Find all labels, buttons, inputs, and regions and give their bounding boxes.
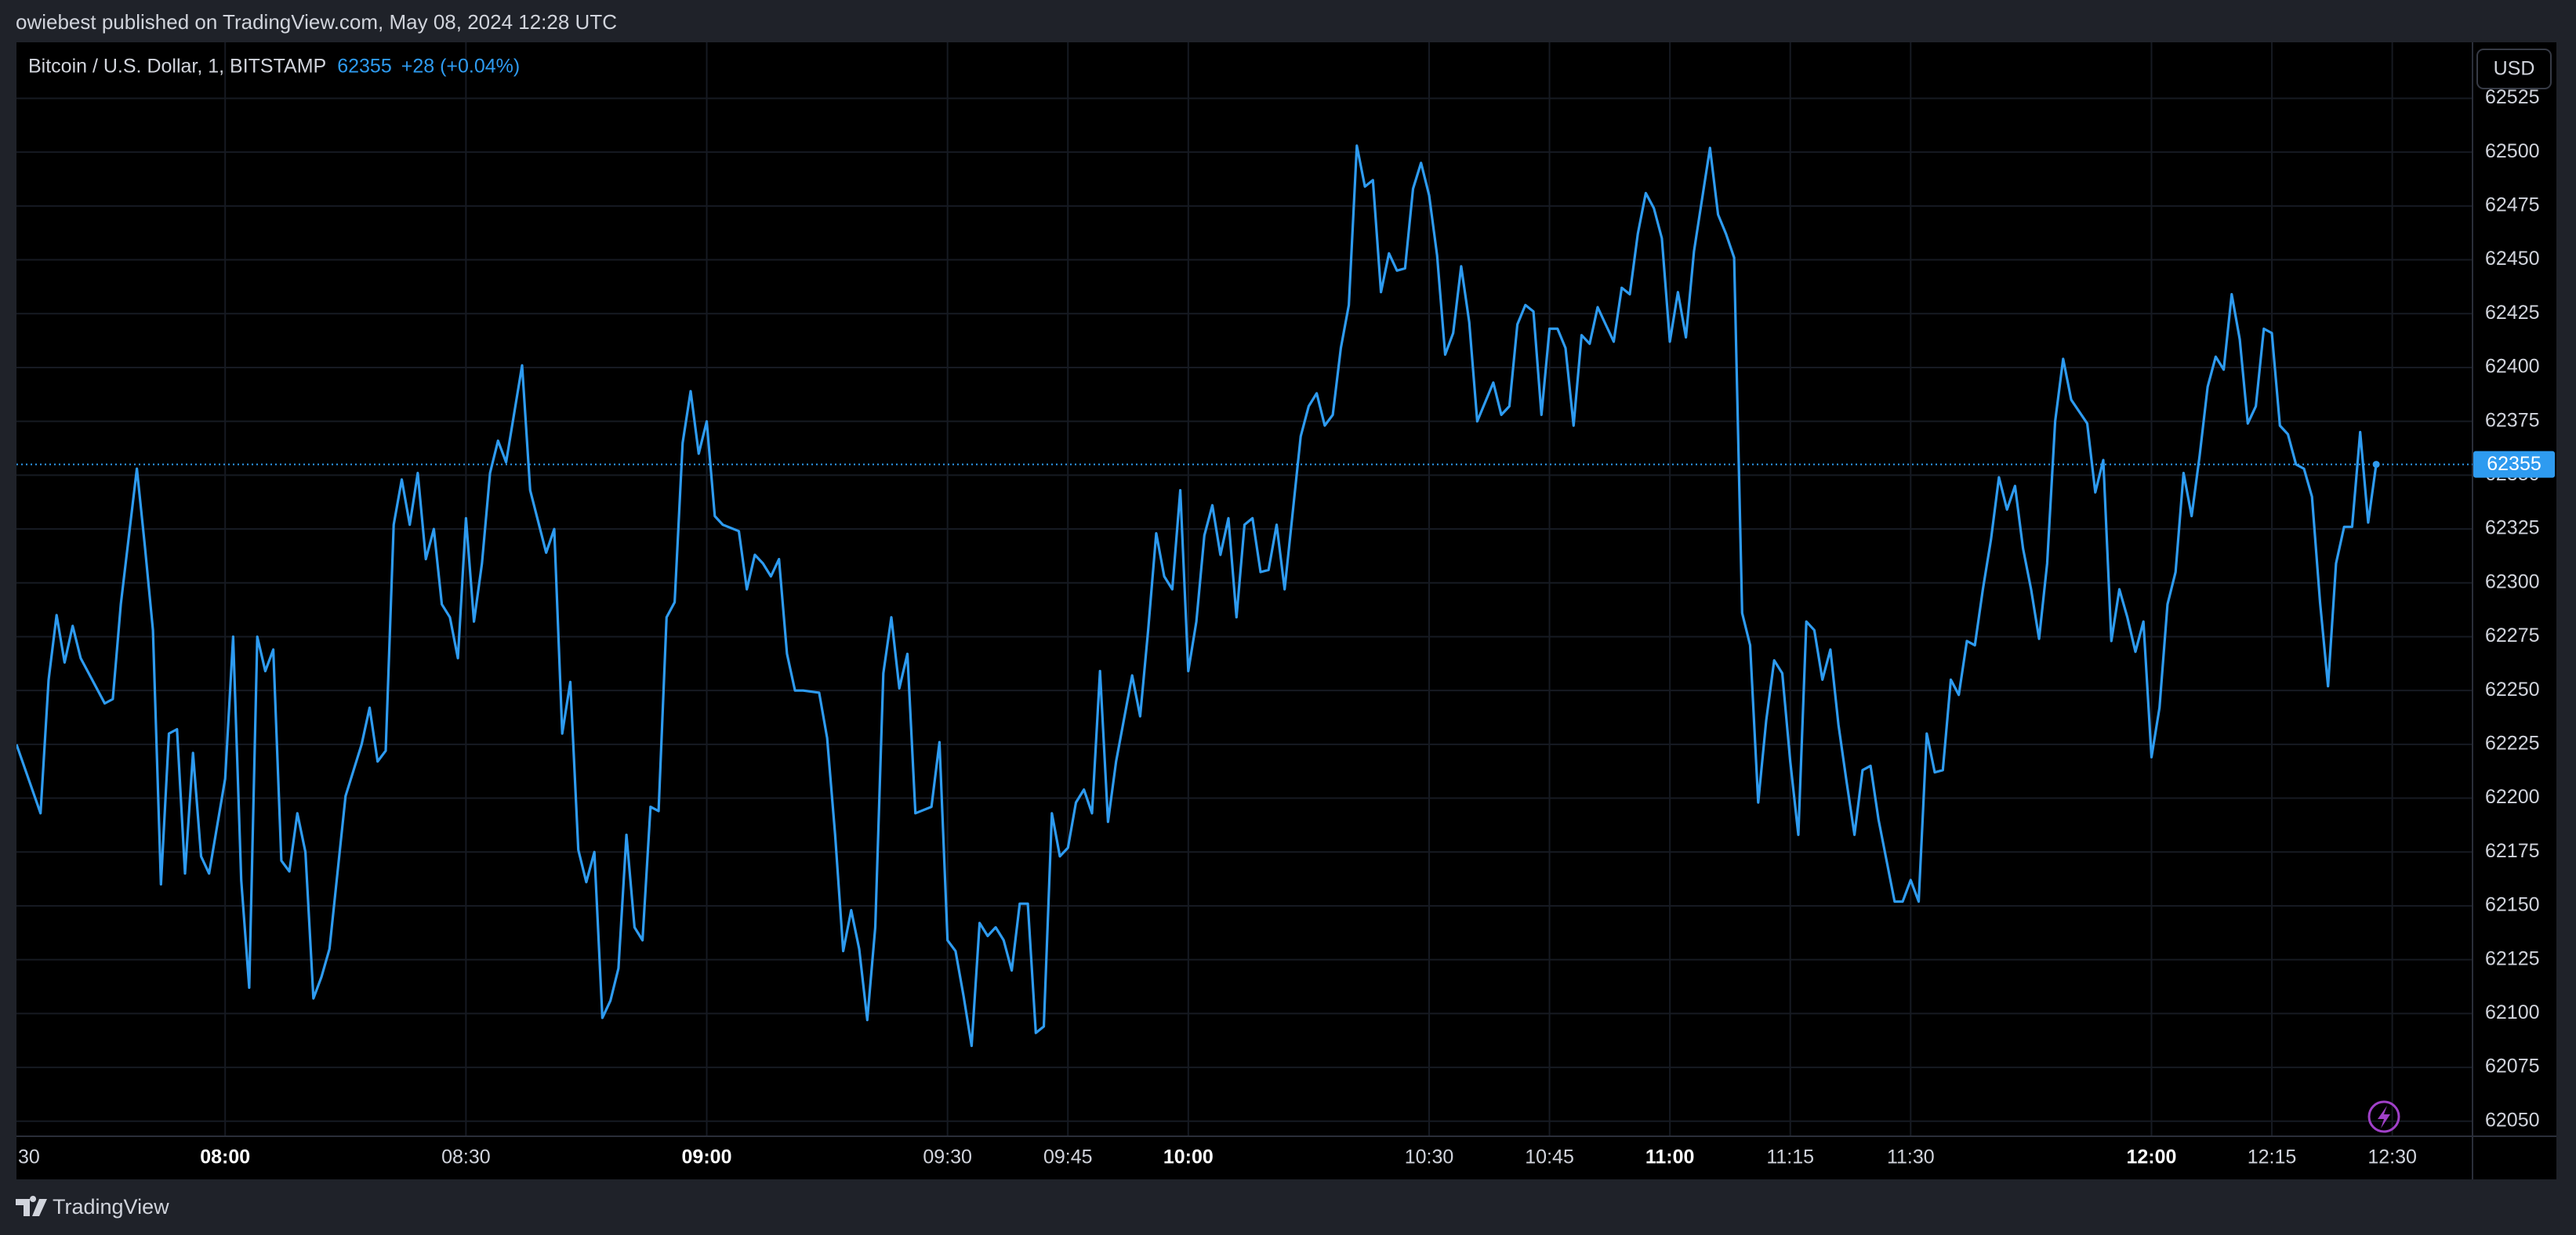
x-tick-label: 10:30 xyxy=(1405,1146,1454,1168)
y-tick-label: 62275 xyxy=(2485,625,2540,646)
last-price-tag xyxy=(2473,451,2555,478)
currency-button[interactable] xyxy=(2476,49,2552,89)
lightning-icon[interactable] xyxy=(2378,1106,2390,1128)
legend-change: +28 (+0.04%) xyxy=(401,56,521,78)
x-tick-label: 11:30 xyxy=(1887,1146,1935,1168)
y-tick-label: 62525 xyxy=(2485,86,2540,108)
x-tick-label: 11:15 xyxy=(1766,1146,1814,1168)
y-tick-label: 62225 xyxy=(2485,732,2540,754)
x-tick-label: 12:30 xyxy=(2367,1146,2417,1168)
brand-name: TradingView xyxy=(53,1195,169,1219)
lightning-button[interactable] xyxy=(2367,1100,2400,1133)
x-tick-label: 12:15 xyxy=(2248,1146,2297,1168)
x-tick-label: 12:00 xyxy=(2126,1146,2176,1168)
grid xyxy=(16,42,2473,1136)
publish-info: owiebest published on TradingView.com, M… xyxy=(16,10,617,34)
x-tick-label: 10:45 xyxy=(1525,1146,1574,1168)
brand-logo: TradingView xyxy=(16,1195,169,1219)
y-tick-label: 62400 xyxy=(2485,356,2540,378)
brand-icon xyxy=(16,1196,47,1216)
x-tick-label: 09:30 xyxy=(923,1146,972,1168)
x-tick-label: 30 xyxy=(18,1146,40,1168)
y-tick-label: 62200 xyxy=(2485,786,2540,808)
y-tick-label: 62300 xyxy=(2485,570,2540,592)
y-tick-label: 62425 xyxy=(2485,302,2540,324)
x-tick-label: 10:00 xyxy=(1163,1146,1214,1168)
y-tick-label: 62450 xyxy=(2485,248,2540,270)
symbol-title: Bitcoin / U.S. Dollar, 1, BITSTAMP xyxy=(28,56,326,78)
x-tick-label: 09:00 xyxy=(682,1146,732,1168)
x-tick-label: 09:45 xyxy=(1043,1146,1093,1168)
y-tick-label: 62100 xyxy=(2485,1001,2540,1023)
y-tick-label: 62375 xyxy=(2485,409,2540,431)
x-tick-label: 08:30 xyxy=(441,1146,491,1168)
x-tick-label: 11:00 xyxy=(1645,1146,1695,1168)
y-tick-label: 62250 xyxy=(2485,679,2540,701)
last-point xyxy=(2372,461,2380,469)
time-axis: 30 08:00 08:30 09:00 09:30 09:45 10:00 10:30 10:… xyxy=(18,1146,2417,1168)
y-tick-label: 62150 xyxy=(2485,894,2540,916)
y-tick-label: 62325 xyxy=(2485,517,2540,539)
chart-panel xyxy=(16,42,2556,1179)
price-axis: 62050 62075 62100 62125 62150 62175 62200 62225… xyxy=(2473,86,2555,1131)
y-tick-label: 62050 xyxy=(2485,1109,2540,1131)
legend-price: 62355 xyxy=(337,56,392,78)
lightning-ring[interactable] xyxy=(2367,1100,2400,1133)
last-price-label: 62355 xyxy=(2487,453,2542,475)
y-tick-label: 62075 xyxy=(2485,1056,2540,1077)
currency-label[interactable]: USD xyxy=(2494,58,2535,80)
y-tick-label: 62125 xyxy=(2485,947,2540,969)
x-tick-label: 08:00 xyxy=(200,1146,250,1168)
y-tick-label: 62175 xyxy=(2485,840,2540,862)
y-tick-label: 62500 xyxy=(2485,140,2540,162)
plot xyxy=(16,144,2473,1048)
price-line xyxy=(16,144,2378,1048)
y-tick-label: 62475 xyxy=(2485,194,2540,215)
